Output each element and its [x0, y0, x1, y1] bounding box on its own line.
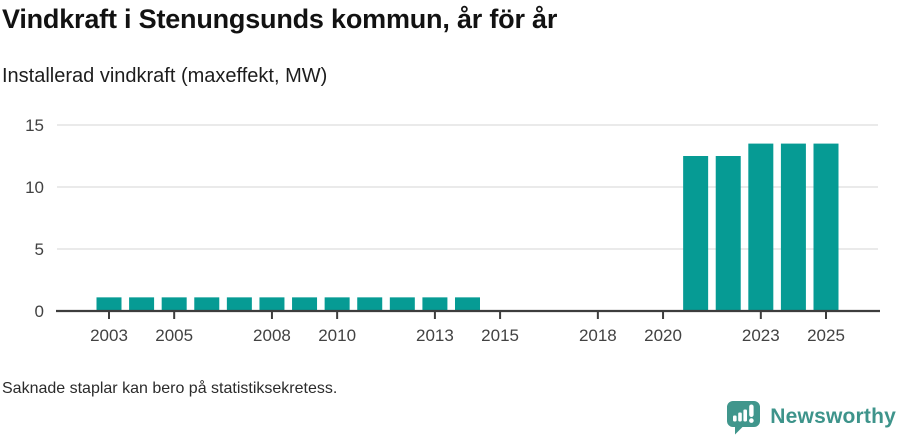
- y-tick-label-10: 10: [25, 178, 44, 197]
- bar-2023: [748, 143, 774, 311]
- x-tick-label-2020: 2020: [644, 326, 682, 345]
- bar-2006: [194, 297, 220, 311]
- chart-subtitle: Installerad vindkraft (maxeffekt, MW): [2, 65, 328, 87]
- bar-2010: [324, 297, 350, 311]
- bar-2009: [292, 297, 318, 311]
- x-tick-label-2013: 2013: [416, 326, 454, 345]
- page-title: Vindkraft i Stenungsunds kommun, år för …: [2, 4, 558, 34]
- bar-2011: [357, 297, 383, 311]
- logo-bar-3: [743, 409, 748, 422]
- logo-bar-2: [738, 412, 743, 422]
- y-tick-label-5: 5: [35, 240, 44, 259]
- bar-2007: [226, 297, 252, 311]
- brand-name: Newsworthy: [770, 405, 896, 428]
- bar-2004: [129, 297, 155, 311]
- bar-2021: [683, 156, 709, 311]
- x-tick-label-2003: 2003: [90, 326, 128, 345]
- bar-2022: [715, 156, 741, 311]
- bar-2014: [455, 297, 480, 311]
- newsworthy-brand: Newsworthy: [725, 399, 896, 435]
- x-tick-label-2005: 2005: [155, 326, 193, 345]
- bar-2005: [161, 297, 187, 311]
- x-tick-label-2025: 2025: [807, 326, 845, 345]
- bar-2012: [389, 297, 415, 311]
- bar-2008: [259, 297, 285, 311]
- x-tick-label-2008: 2008: [253, 326, 291, 345]
- x-tick-label-2010: 2010: [318, 326, 356, 345]
- footnote: Saknade staplar kan bero på statistiksek…: [2, 380, 338, 397]
- x-tick-label-2023: 2023: [742, 326, 780, 345]
- y-tick-label-15: 15: [25, 116, 44, 135]
- bar-2024: [780, 143, 806, 311]
- logo-exclamation-dot: [749, 418, 754, 423]
- bar-chart-plot: 2003 2005 2008 2010 2013 2015 2018 2020 2023 2025…: [25, 116, 880, 345]
- newsworthy-logo-icon: [727, 401, 761, 435]
- bar-2013: [422, 297, 448, 311]
- x-tick-label-2018: 2018: [579, 326, 617, 345]
- logo-bar-1: [733, 415, 737, 422]
- logo-exclamation-bar: [749, 404, 754, 417]
- x-tick-label-2015: 2015: [481, 326, 519, 345]
- y-tick-label-0: 0: [35, 302, 44, 321]
- bar-2025: [813, 143, 839, 311]
- bar-2003: [96, 297, 122, 311]
